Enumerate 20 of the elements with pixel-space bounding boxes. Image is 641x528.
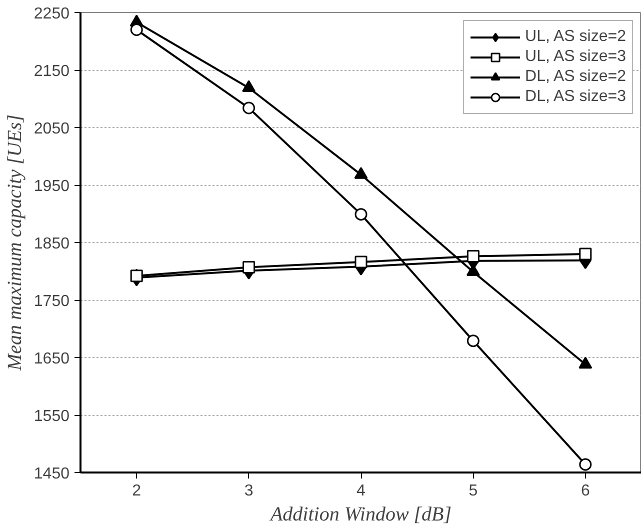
legend-label: DL, AS size=3 [525, 88, 626, 106]
y-tick-label: 1450 [34, 466, 70, 482]
y-tick-label: 2050 [34, 120, 70, 138]
y-tick-label: 2250 [34, 6, 70, 22]
y-tick-label: 1650 [34, 350, 70, 368]
legend-label: UL, AS size=3 [525, 48, 626, 66]
x-tick-label: 4 [356, 482, 366, 500]
y-tick-label: 2150 [34, 63, 70, 80]
x-tick-label: 6 [580, 482, 590, 500]
y-tick-label: 1950 [34, 178, 70, 195]
y-axis-title: Mean maximum capacity [UEs] [4, 114, 26, 372]
x-axis-title: Addition Window [dB] [268, 504, 452, 526]
y-tick-label: 1750 [34, 293, 70, 310]
legend-label: DL, AS size=2 [525, 68, 626, 86]
legend-label: UL, AS size=2 [525, 28, 626, 46]
x-tick-label: 5 [468, 482, 478, 500]
x-tick-label: 2 [132, 482, 142, 500]
y-tick-label: 1850 [34, 236, 70, 252]
x-tick-label: 3 [244, 482, 254, 500]
y-tick-label: 1550 [34, 408, 70, 425]
